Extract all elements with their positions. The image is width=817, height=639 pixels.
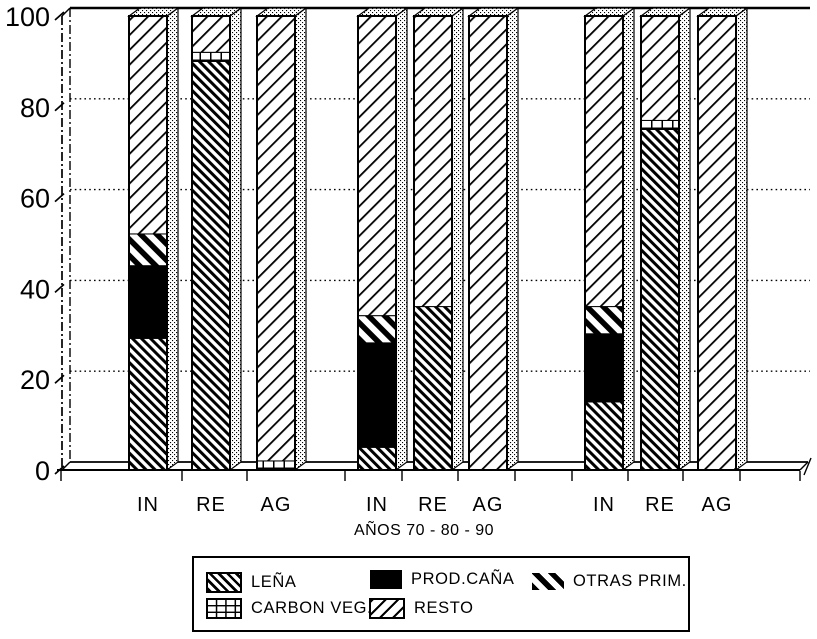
floor-right-connector [799,461,809,471]
segment-7-CARBON VEG. [640,119,680,130]
segment-6-OTRAS PRIM. [584,306,624,335]
bar-side-0 [166,6,179,472]
segment-4-RESTO [413,15,453,308]
bar-outline-3 [357,15,397,471]
segment-1-CARBON VEG. [191,51,231,62]
legend-swatch-prod-cana [370,570,402,589]
bar-side-1 [229,6,242,472]
y-tick-label-80: 80 [20,93,50,123]
floor-left-connector [61,461,71,471]
bar-side-4 [451,6,464,472]
legend-label-otras-prim: OTRAS PRIM. [573,572,687,590]
x-category-label-4: RE [418,494,448,516]
segment-3-LEÑA [357,446,397,471]
legend-swatch-lena [206,572,242,593]
segment-6-LEÑA [584,401,624,471]
x-category-label-3: IN [366,494,388,516]
x-category-label-1: RE [196,494,226,516]
y-tick-label-0: 0 [35,456,50,486]
segment-5-RESTO [468,15,508,471]
legend-item-prod-cana: PROD.CAÑA [370,570,515,589]
chart-content: 0 20 40 60 80 100 IN RE AG IN RE AG IN RE AG AÑOS 70 - … [5,2,812,539]
bar-outline-1 [191,15,231,471]
y-tick-20 [54,374,65,384]
y-tick-0 [54,465,65,475]
legend-swatch-carbon-veg [206,598,242,619]
bar-side-7 [678,6,691,472]
bar-side-2 [294,6,307,472]
bar-side-6 [622,6,635,472]
y-tick-label-40: 40 [20,274,50,304]
y-tick-40 [54,283,65,294]
y-tick-60 [54,192,65,203]
chart-legend: LEÑA PROD.CAÑA OTRAS PRIM. CARBON VEG. R… [192,556,690,632]
x-category-label-5: AG [473,494,504,516]
bar-outline-6 [584,15,624,471]
segment-8-RESTO [697,15,737,471]
bar-outline-7 [640,15,680,471]
segment-0-OTRAS PRIM. [128,233,168,267]
legend-swatch-otras-prim [532,573,564,590]
legend-label-resto: RESTO [414,599,474,617]
bar-outline-4 [413,15,453,471]
segment-4-LEÑA [413,306,453,471]
segment-0-LEÑA [128,337,168,471]
bar-outline-0 [128,15,168,471]
segment-2-RESTO [256,15,296,462]
segment-7-LEÑA [640,129,680,471]
y-tick-80 [54,102,65,112]
segment-6-PROD.CAÑA [584,333,624,403]
segment-6-RESTO [584,15,624,308]
stacked-bar-chart: 0 20 40 60 80 100 IN RE AG IN RE AG IN RE AG AÑOS 70 - … [5,2,812,539]
y-tick-label-60: 60 [20,184,50,214]
bar-outline-2 [256,15,296,471]
axis-top-connector [61,7,71,17]
segment-1-LEÑA [191,60,231,471]
segment-0-PROD.CAÑA [128,265,168,339]
baseline-end-tick [803,457,812,476]
legend-item-resto: RESTO [369,598,474,619]
x-axis-title: AÑOS 70 - 80 - 90 [354,519,494,539]
segment-3-RESTO [357,15,397,317]
segment-3-PROD.CAÑA [357,342,397,448]
segment-1-RESTO [191,15,231,53]
segment-3-OTRAS PRIM. [357,315,397,344]
bar-outline-5 [468,15,508,471]
bar-side-8 [735,6,748,472]
x-category-label-8: AG [702,494,733,516]
x-category-label-0: IN [137,494,159,516]
legend-label-lena: LEÑA [251,573,297,591]
x-category-label-6: IN [593,494,615,516]
bar-side-5 [506,6,519,472]
segment-7-RESTO [640,15,680,121]
segment-2-CARBON VEG. [256,460,296,471]
legend-label-carbon-veg: CARBON VEG. [251,599,373,617]
legend-item-lena: LEÑA [206,572,297,593]
bar-side-3 [395,6,408,472]
y-tick-label-20: 20 [20,365,50,395]
y-tick-100 [54,11,65,21]
x-category-label-2: AG [261,494,292,516]
legend-label-prod-cana: PROD.CAÑA [411,570,515,588]
y-tick-label-100: 100 [5,2,50,32]
x-category-label-7: RE [645,494,675,516]
segment-0-RESTO [128,15,168,235]
legend-swatch-resto [369,598,405,619]
legend-item-carbon-veg: CARBON VEG. [206,598,372,619]
bar-outline-8 [697,15,737,471]
legend-item-otras-prim: OTRAS PRIM. [532,572,687,591]
